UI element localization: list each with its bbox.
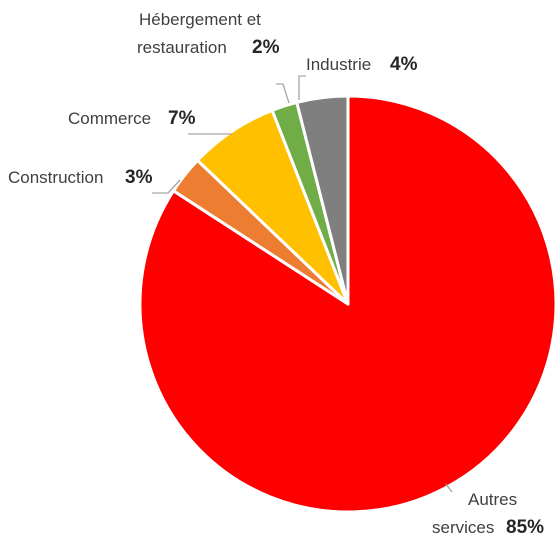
slice-percent-label: 4%: [390, 54, 418, 75]
slice-name-label: Industrie: [306, 55, 371, 74]
slice-name-label: services: [432, 518, 494, 537]
slice-percent-label: 85%: [506, 517, 544, 537]
leader-lines: [152, 75, 453, 493]
slice-name-label: restauration: [137, 38, 227, 57]
slice-name-label: Commerce: [68, 109, 151, 128]
slice-name-label: Autres: [468, 490, 517, 509]
leader-line: [445, 483, 453, 493]
pie-slice: [295, 94, 350, 306]
pie-slices: [138, 94, 555, 514]
data-labels: Autres services 85% Construction 3% Commerce 7…: [8, 10, 544, 537]
leader-line: [152, 179, 181, 194]
slice-name-label: Construction: [8, 168, 103, 187]
slice-percent-label: 2%: [252, 37, 280, 58]
leader-line: [298, 75, 306, 100]
slice-name-label: Hébergement et: [139, 10, 261, 29]
slice-percent-label: 3%: [125, 167, 153, 188]
slice-percent-label: 7%: [168, 108, 196, 129]
leader-line: [276, 83, 290, 104]
